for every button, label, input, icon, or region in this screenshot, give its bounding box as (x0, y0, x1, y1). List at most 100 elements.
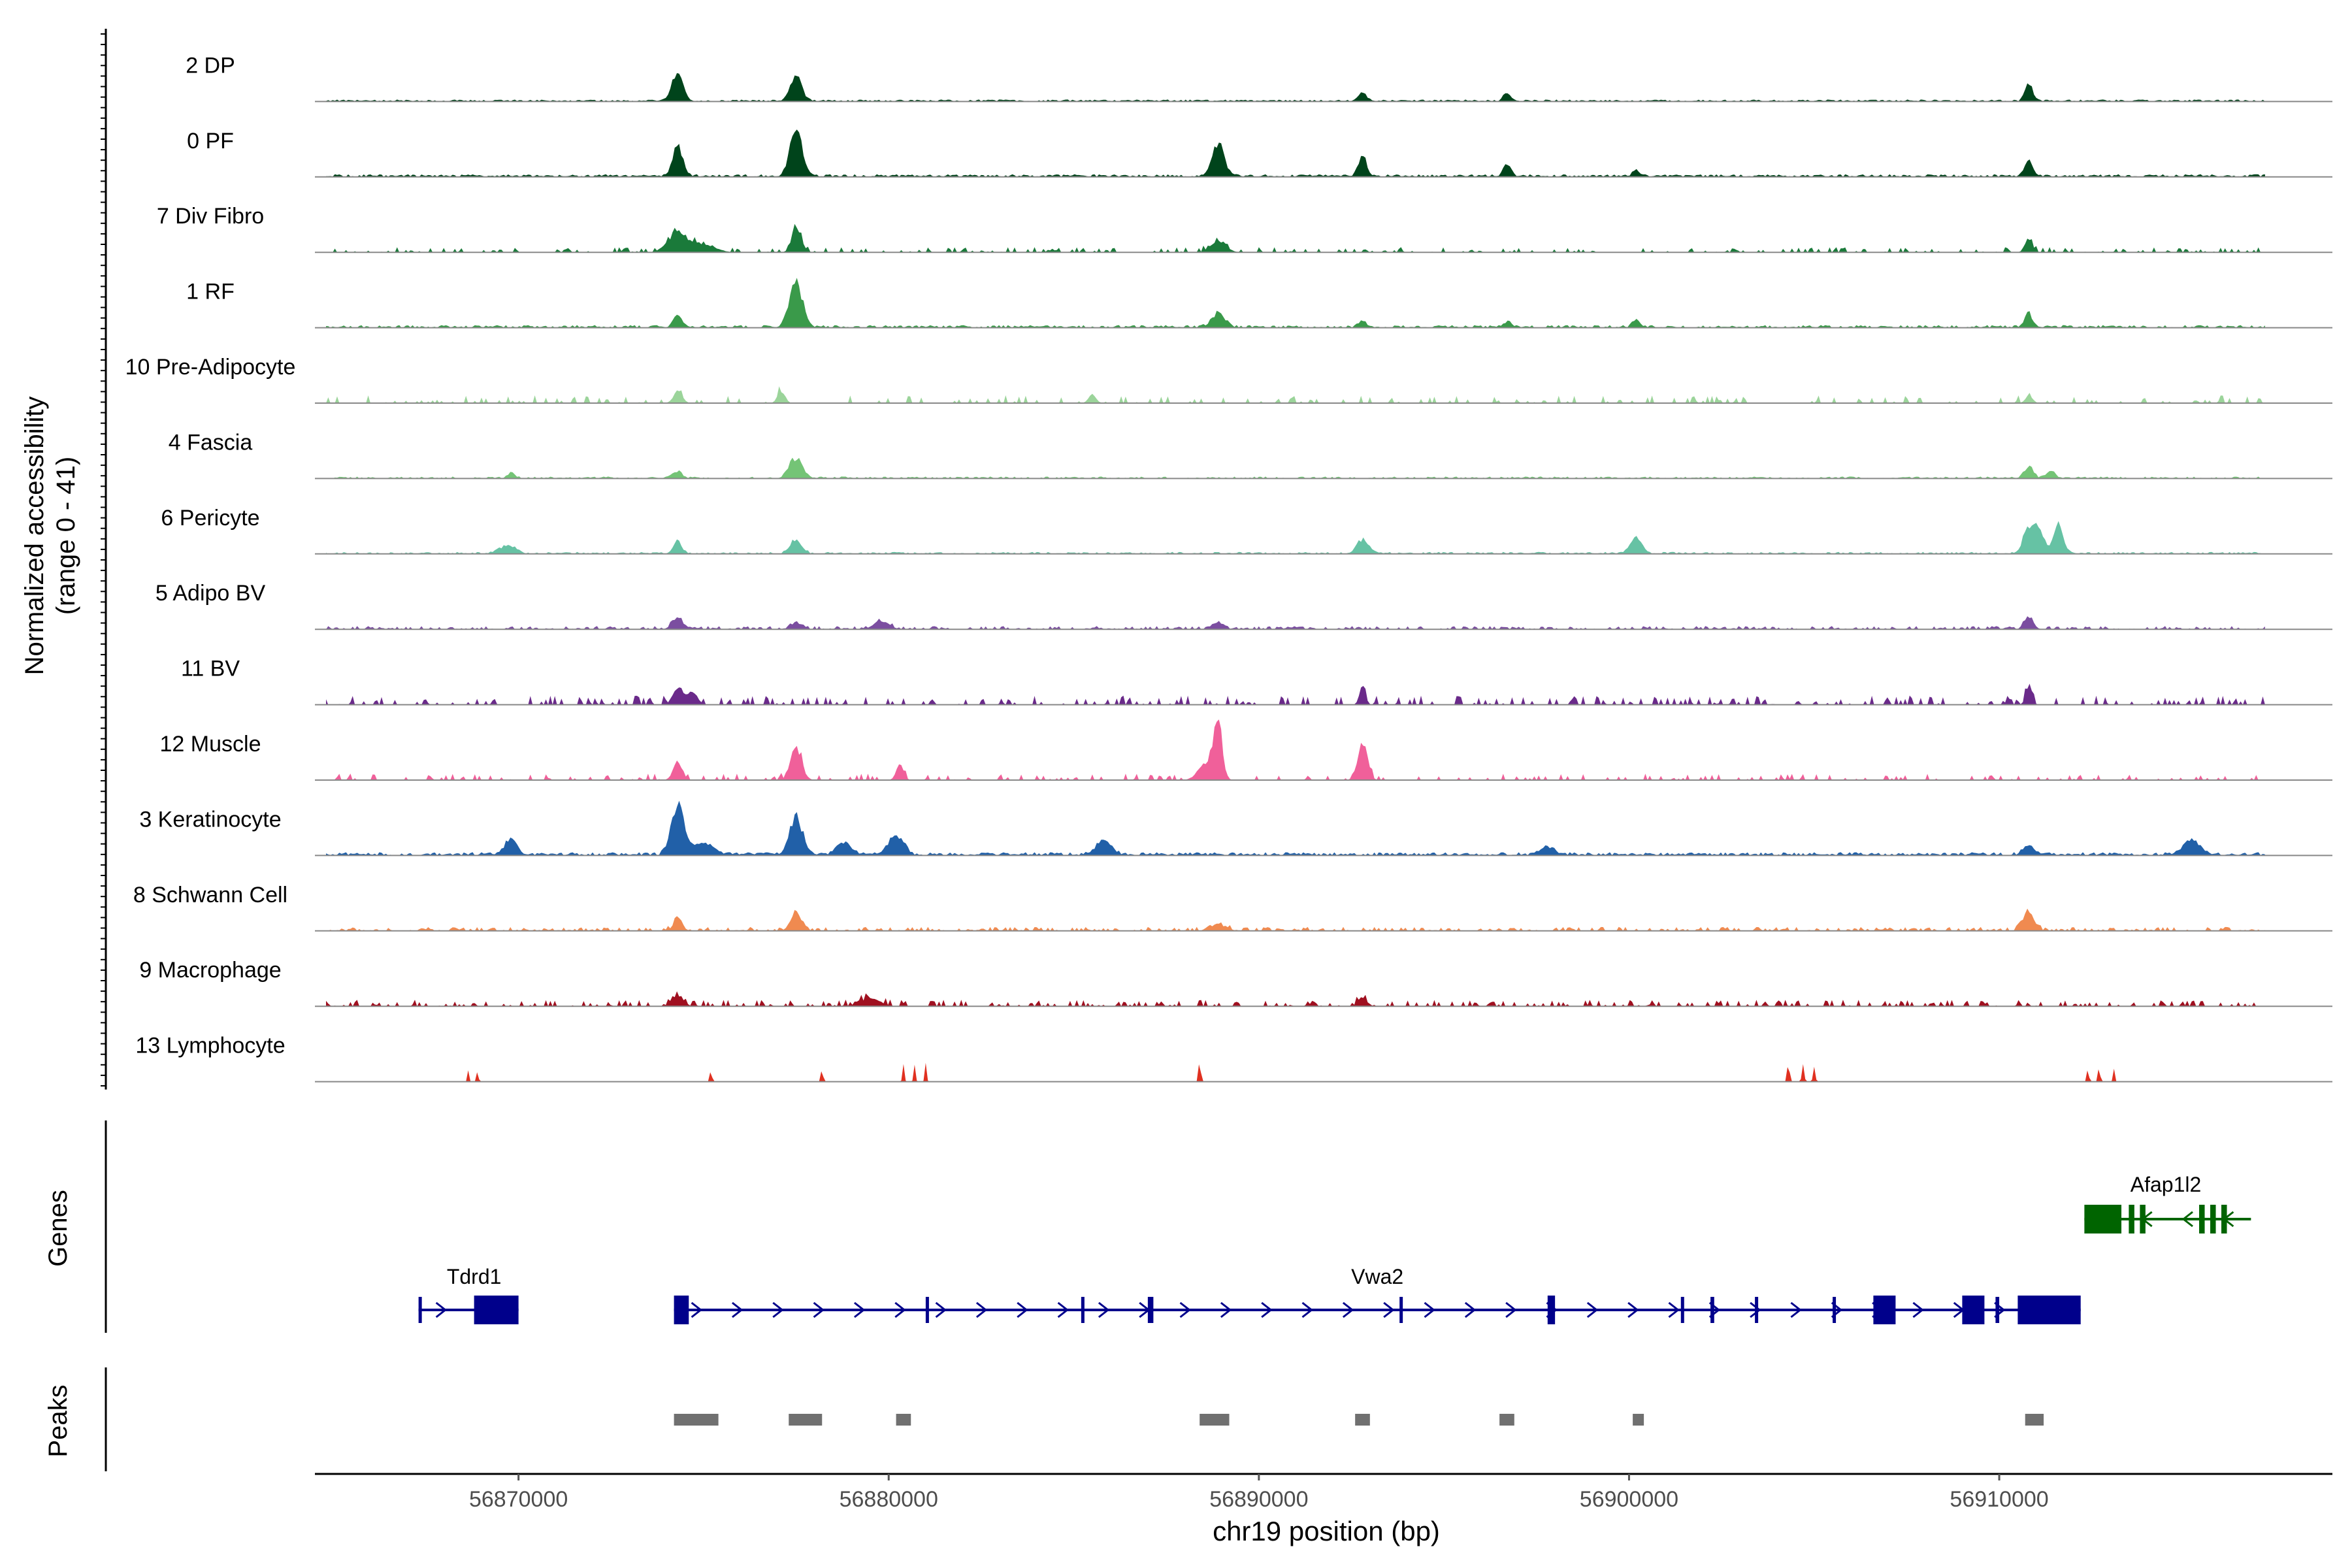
x-axis-title: chr19 position (bp) (1213, 1516, 1440, 1546)
strand-chevron (1586, 1301, 1599, 1318)
gene-exon (1962, 1296, 1985, 1324)
coverage-area (326, 616, 2265, 630)
x-tick-label: 56880000 (840, 1487, 938, 1512)
gene-exon (2017, 1296, 2081, 1324)
coverage-area (326, 719, 2265, 780)
coverage-area (326, 800, 2265, 856)
gene-exon (2084, 1205, 2122, 1233)
track-label: 1 RF (186, 280, 235, 304)
track-label: 13 Lymphocyte (135, 1034, 285, 1058)
track-label: 0 PF (187, 129, 234, 154)
strand-chevron (732, 1301, 743, 1318)
coverage-area (326, 908, 2265, 931)
track-3-keratinocyte: 3 Keratinocyte (139, 800, 2332, 857)
track-label: 12 Muscle (160, 732, 261, 757)
coverage-area (326, 1062, 2265, 1082)
genes-panel-label: Genes (44, 1190, 73, 1267)
gene-exon (1081, 1297, 1085, 1323)
strand-chevron (2181, 1211, 2193, 1228)
gene-label: Tdrd1 (447, 1265, 502, 1288)
peak-region (896, 1414, 911, 1426)
gene-exon (2199, 1205, 2205, 1233)
strand-chevron (772, 1301, 784, 1318)
coverage-area (326, 223, 2265, 253)
strand-chevron (1668, 1301, 1680, 1318)
strand-chevron (894, 1301, 906, 1318)
gene-exon (1547, 1296, 1556, 1324)
track-7-div-fibro: 7 Div Fibro (157, 204, 2332, 253)
peak-region (1499, 1414, 1514, 1426)
track-9-macrophage: 9 Macrophage (139, 958, 2332, 1007)
gene-exon (1680, 1297, 1684, 1323)
gene-annotation-panel: Tdrd1 Vwa2 Afap1l2 (418, 1173, 2251, 1324)
strand-chevron (1750, 1301, 1761, 1318)
coverage-area (326, 521, 2265, 554)
strand-chevron (1424, 1301, 1435, 1318)
gene-exon (1755, 1297, 1759, 1323)
track-label: 10 Pre-Adipocyte (125, 355, 296, 380)
track-label: 4 Fascia (169, 430, 253, 455)
gene-afap1l2: Afap1l2 (2084, 1173, 2251, 1233)
peaks-panel-label: Peaks (44, 1384, 73, 1457)
coverage-area (326, 386, 2265, 403)
gene-exon (1710, 1297, 1714, 1323)
strand-chevron (435, 1301, 448, 1318)
track-0-pf: 0 PF (187, 129, 2332, 178)
y-axis-title: Normalized accessibility (20, 397, 49, 676)
y-axis-range-label: (range 0 - 41) (52, 457, 80, 615)
peak-region (1200, 1414, 1230, 1426)
gene-exon (925, 1297, 929, 1323)
gene-exon (1147, 1297, 1154, 1323)
strand-chevron (1790, 1301, 1802, 1318)
gene-exon (2210, 1205, 2216, 1233)
track-label: 3 Keratinocyte (139, 807, 281, 832)
gene-label: Afap1l2 (2131, 1173, 2202, 1196)
coverage-area (326, 991, 2265, 1007)
strand-chevron (1627, 1301, 1639, 1318)
peak-region (1355, 1414, 1370, 1426)
track-11-bv: 11 BV (181, 657, 2332, 706)
strand-chevron (691, 1301, 703, 1318)
peak-region (1633, 1414, 1644, 1426)
strand-chevron (1912, 1301, 1924, 1318)
track-label: 6 Pericyte (161, 506, 259, 531)
gene-exon (1833, 1297, 1837, 1323)
strand-chevron (1301, 1301, 1313, 1318)
track-8-schwann-cell: 8 Schwann Cell (133, 883, 2332, 932)
strand-chevron (935, 1301, 947, 1318)
coverage-area (326, 457, 2265, 479)
strand-chevron (1179, 1301, 1191, 1318)
gene-exon (2221, 1205, 2227, 1233)
track-10-pre-adipocyte: 10 Pre-Adipocyte (125, 355, 2332, 404)
gene-exon (674, 1296, 689, 1324)
track-4-fascia: 4 Fascia (169, 430, 2332, 480)
strand-chevron (1098, 1301, 1110, 1318)
strand-chevron (1505, 1301, 1517, 1318)
peak-region (674, 1414, 719, 1426)
x-tick-label: 56890000 (1209, 1487, 1308, 1512)
gene-exon (1995, 1297, 2000, 1323)
strand-chevron (1383, 1301, 1395, 1318)
track-13-lymphocyte: 13 Lymphocyte (135, 1034, 2332, 1083)
x-tick-label: 56910000 (1950, 1487, 2048, 1512)
track-label: 2 DP (186, 53, 235, 78)
strand-chevron (813, 1301, 825, 1318)
peak-region (2025, 1414, 2044, 1426)
gene-exon (2140, 1205, 2146, 1233)
track-6-pericyte: 6 Pericyte (161, 506, 2332, 555)
track-2-dp: 2 DP (186, 53, 2332, 103)
gene-exon (1873, 1296, 1896, 1324)
track-1-rf: 1 RF (186, 278, 2332, 329)
gene-exon (1399, 1297, 1403, 1323)
peak-panel (674, 1414, 2044, 1426)
strand-chevron (1220, 1301, 1232, 1318)
strand-chevron (853, 1301, 866, 1318)
track-label: 9 Macrophage (139, 958, 281, 983)
track-label: 11 BV (181, 657, 240, 681)
coverage-area (326, 73, 2265, 102)
x-tick-label: 56900000 (1580, 1487, 1678, 1512)
axes: Normalized accessibility (range 0 - 41) … (20, 29, 2332, 1546)
track-label: 5 Adipo BV (155, 581, 266, 606)
strand-chevron (975, 1301, 988, 1318)
